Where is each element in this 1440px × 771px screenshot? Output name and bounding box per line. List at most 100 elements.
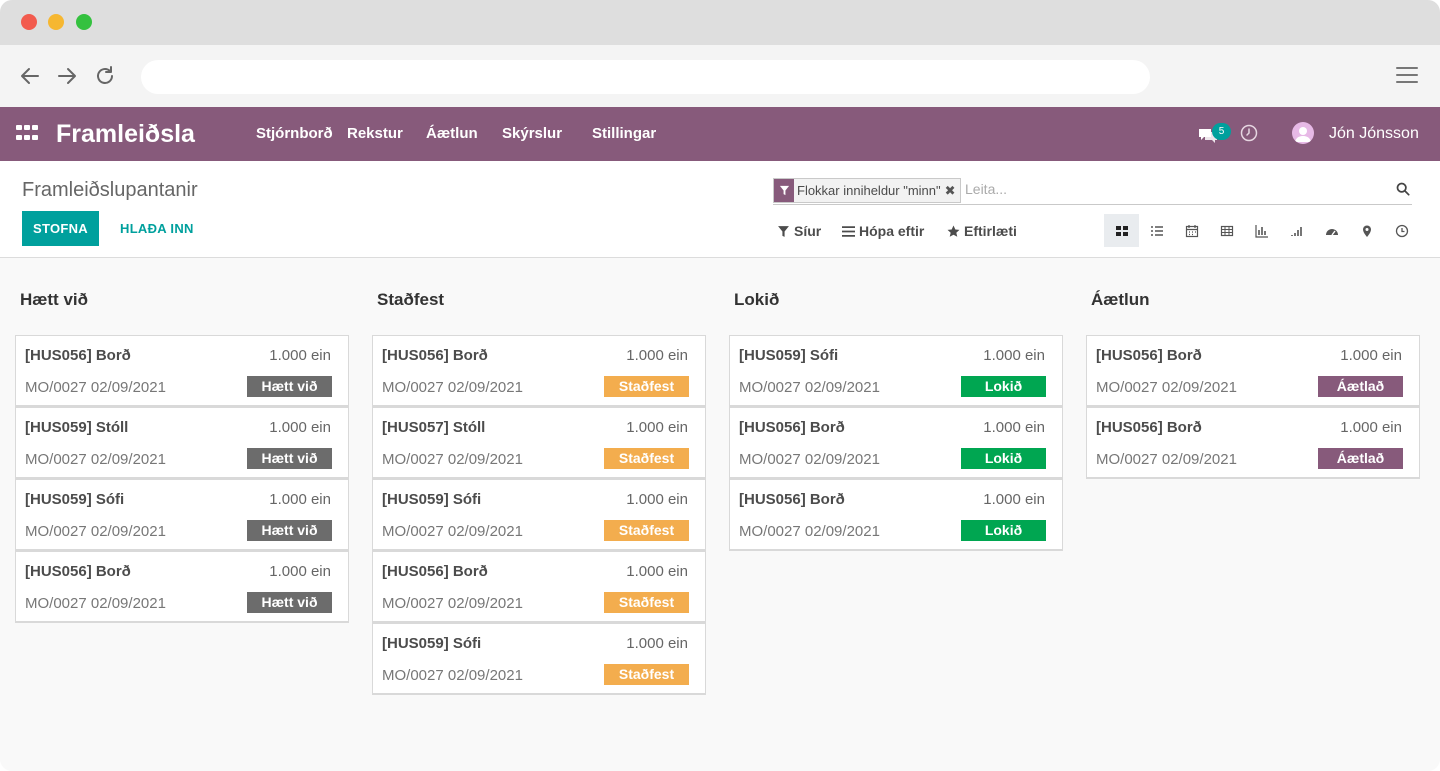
column-title[interactable]: Staðfest xyxy=(377,290,445,309)
app-title[interactable]: Framleiðsla xyxy=(56,120,195,148)
kanban-card[interactable]: [HUS056] Borð 1.000 ein MO/0027 02/09/2021… xyxy=(729,407,1063,479)
chat-count-badge: 5 xyxy=(1212,123,1231,140)
address-bar[interactable] xyxy=(141,60,1150,94)
order-reference: MO/0027 02/09/2021 xyxy=(739,379,880,396)
product-quantity: 1.000 ein xyxy=(1340,419,1402,436)
pivot-view-icon[interactable] xyxy=(1209,214,1244,247)
kanban-card[interactable]: [HUS056] Borð 1.000 ein MO/0027 02/09/2021… xyxy=(372,551,706,623)
column-cards: [HUS059] Sófi 1.000 ein MO/0027 02/09/2021… xyxy=(729,335,1063,551)
minimize-window-button[interactable] xyxy=(48,14,64,30)
view-switcher xyxy=(1104,214,1419,247)
kanban-card[interactable]: [HUS057] Stóll 1.000 ein MO/0027 02/09/202… xyxy=(372,407,706,479)
status-badge: Hætt við xyxy=(247,592,332,613)
search-input[interactable] xyxy=(965,181,1385,197)
product-quantity: 1.000 ein xyxy=(269,419,331,436)
kanban-card[interactable]: [HUS059] Sófi 1.000 ein MO/0027 02/09/2021… xyxy=(729,335,1063,407)
column-title[interactable]: Áætlun xyxy=(1091,290,1150,309)
user-name[interactable]: Jón Jónsson xyxy=(1329,125,1419,142)
order-reference: MO/0027 02/09/2021 xyxy=(382,595,523,612)
product-quantity: 1.000 ein xyxy=(626,491,688,508)
kanban-card[interactable]: [HUS056] Borð 1.000 ein MO/0027 02/09/2021… xyxy=(15,335,349,407)
activity-view-icon[interactable] xyxy=(1384,214,1419,247)
column-cards: [HUS056] Borð 1.000 ein MO/0027 02/09/2021… xyxy=(372,335,706,695)
kanban-card[interactable]: [HUS059] Sófi 1.000 ein MO/0027 02/09/2021… xyxy=(372,623,706,695)
back-arrow-icon[interactable] xyxy=(18,65,42,89)
kanban-card[interactable]: [HUS056] Borð 1.000 ein MO/0027 02/09/2021… xyxy=(15,551,349,623)
map-view-icon[interactable] xyxy=(1349,214,1384,247)
order-reference: MO/0027 02/09/2021 xyxy=(25,595,166,612)
status-badge: Staðfest xyxy=(604,448,689,469)
product-quantity: 1.000 ein xyxy=(983,491,1045,508)
product-quantity: 1.000 ein xyxy=(626,563,688,580)
product-name: [HUS056] Borð xyxy=(25,563,131,580)
product-quantity: 1.000 ein xyxy=(983,347,1045,364)
kanban-card[interactable]: [HUS056] Borð 1.000 ein MO/0027 02/09/2021… xyxy=(372,335,706,407)
favorites-button[interactable]: Eftirlæti xyxy=(947,223,1017,239)
create-button[interactable]: STOFNA xyxy=(22,211,99,246)
order-reference: MO/0027 02/09/2021 xyxy=(382,451,523,468)
search-icon[interactable] xyxy=(1396,182,1412,198)
kanban-card[interactable]: [HUS056] Borð 1.000 ein MO/0027 02/09/2021… xyxy=(729,479,1063,551)
column-cards: [HUS056] Borð 1.000 ein MO/0027 02/09/2021… xyxy=(15,335,349,623)
order-reference: MO/0027 02/09/2021 xyxy=(1096,379,1237,396)
kanban-card[interactable]: [HUS056] Borð 1.000 ein MO/0027 02/09/2021… xyxy=(1086,335,1420,407)
activity-clock-icon[interactable] xyxy=(1240,124,1258,142)
order-reference: MO/0027 02/09/2021 xyxy=(25,523,166,540)
groupby-label: Hópa eftir xyxy=(859,223,925,239)
forward-arrow-icon[interactable] xyxy=(55,65,79,89)
product-name: [HUS057] Stóll xyxy=(382,419,486,436)
order-reference: MO/0027 02/09/2021 xyxy=(382,523,523,540)
graph-view-icon[interactable] xyxy=(1244,214,1279,247)
status-badge: Staðfest xyxy=(604,592,689,613)
column-title[interactable]: Hætt við xyxy=(20,290,88,309)
import-button[interactable]: HLAÐA INN xyxy=(110,211,204,246)
product-name: [HUS056] Borð xyxy=(25,347,131,364)
kanban-view-icon[interactable] xyxy=(1104,214,1139,247)
status-badge: Lokið xyxy=(961,520,1046,541)
groupby-button[interactable]: Hópa eftir xyxy=(842,223,924,239)
product-quantity: 1.000 ein xyxy=(1340,347,1402,364)
product-name: [HUS056] Borð xyxy=(382,347,488,364)
apps-grid-icon[interactable] xyxy=(16,125,38,143)
kanban-card[interactable]: [HUS059] Sófi 1.000 ein MO/0027 02/09/2021… xyxy=(372,479,706,551)
search-bar: Flokkar inniheldur "minn" ✖ xyxy=(773,178,1412,205)
close-window-button[interactable] xyxy=(21,14,37,30)
order-reference: MO/0027 02/09/2021 xyxy=(1096,451,1237,468)
facet-close-icon[interactable]: ✖ xyxy=(944,182,956,198)
status-badge: Lokið xyxy=(961,448,1046,469)
dashboard-view-icon[interactable] xyxy=(1314,214,1349,247)
product-quantity: 1.000 ein xyxy=(626,347,688,364)
funnel-icon xyxy=(778,225,789,237)
list-view-icon[interactable] xyxy=(1139,214,1174,247)
menu-item-planning[interactable]: Áætlun xyxy=(426,125,478,142)
kanban-card[interactable]: [HUS056] Borð 1.000 ein MO/0027 02/09/2021… xyxy=(1086,407,1420,479)
status-badge: Lokið xyxy=(961,376,1046,397)
product-name: [HUS059] Sófi xyxy=(739,347,839,364)
favorites-label: Eftirlæti xyxy=(964,223,1017,239)
star-icon xyxy=(947,225,960,237)
status-badge: Hætt við xyxy=(247,520,332,541)
cohort-view-icon[interactable] xyxy=(1279,214,1314,247)
app-topbar: Framleiðsla Stjórnborð Rekstur Áætlun Sk… xyxy=(0,107,1440,161)
reload-icon[interactable] xyxy=(93,65,117,89)
menu-item-reports[interactable]: Skýrslur xyxy=(502,125,563,142)
browser-menu-icon[interactable] xyxy=(1396,67,1418,85)
column-title[interactable]: Lokið xyxy=(734,290,780,309)
kanban-card[interactable]: [HUS059] Sófi 1.000 ein MO/0027 02/09/2021… xyxy=(15,479,349,551)
kanban-card[interactable]: [HUS059] Stóll 1.000 ein MO/0027 02/09/202… xyxy=(15,407,349,479)
calendar-view-icon[interactable] xyxy=(1174,214,1209,247)
product-quantity: 1.000 ein xyxy=(269,563,331,580)
order-reference: MO/0027 02/09/2021 xyxy=(739,451,880,468)
menu-item-settings[interactable]: Stillingar xyxy=(592,125,657,142)
menu-item-dashboard[interactable]: Stjórnborð xyxy=(256,125,333,142)
order-reference: MO/0027 02/09/2021 xyxy=(25,379,166,396)
product-name: [HUS059] Sófi xyxy=(25,491,125,508)
kanban-board: Hætt við [HUS056] Borð 1.000 ein MO/0027 02… xyxy=(0,259,1440,771)
avatar[interactable] xyxy=(1292,122,1314,144)
filters-button[interactable]: Síur xyxy=(777,223,821,239)
menu-item-operations[interactable]: Rekstur xyxy=(347,125,403,142)
product-quantity: 1.000 ein xyxy=(626,419,688,436)
maximize-window-button[interactable] xyxy=(76,14,92,30)
search-facet: Flokkar inniheldur "minn" ✖ xyxy=(773,178,961,203)
product-quantity: 1.000 ein xyxy=(269,491,331,508)
